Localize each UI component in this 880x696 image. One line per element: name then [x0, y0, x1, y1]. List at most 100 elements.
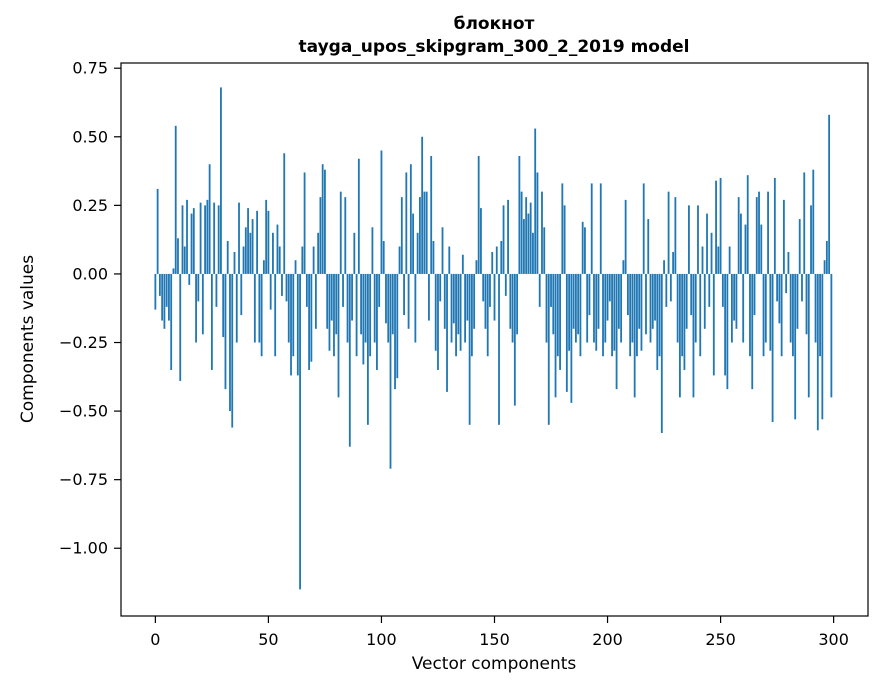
bar — [161, 273, 164, 321]
bar — [724, 273, 727, 376]
bar — [780, 273, 783, 357]
bar — [706, 213, 708, 274]
y-tick-label: −0.25 — [59, 333, 108, 352]
bar — [281, 273, 283, 296]
bar — [685, 273, 688, 329]
bar — [283, 153, 286, 274]
bar — [617, 273, 620, 329]
y-tick-label: −0.50 — [59, 402, 108, 421]
bar — [220, 87, 222, 274]
bar — [428, 273, 430, 321]
bar — [672, 252, 675, 274]
bar — [165, 273, 168, 307]
bar — [455, 273, 457, 357]
bar — [305, 273, 308, 307]
bar — [177, 238, 179, 274]
chart-title-line2: tayga_upos_skipgram_300_2_2019 model — [299, 37, 690, 57]
bar — [785, 273, 788, 294]
y-tick-label: −1.00 — [59, 539, 108, 558]
bar — [366, 273, 369, 425]
bar — [360, 273, 363, 335]
bar — [572, 273, 575, 329]
bar — [728, 246, 731, 274]
bar — [319, 197, 322, 274]
bar — [665, 273, 668, 307]
bar — [452, 273, 455, 324]
bar — [294, 260, 297, 274]
bar — [764, 273, 767, 343]
bar — [667, 191, 670, 274]
bar — [588, 273, 591, 316]
y-tick-label: 0.25 — [72, 196, 108, 215]
bar — [615, 273, 618, 390]
bar — [172, 268, 175, 274]
bar — [794, 273, 797, 420]
bar — [688, 205, 690, 274]
bar — [235, 273, 238, 343]
bar — [242, 246, 245, 274]
bar — [430, 155, 433, 274]
bar — [767, 191, 769, 274]
bar — [550, 273, 552, 307]
bar — [226, 241, 229, 274]
bar — [190, 213, 193, 274]
bar — [495, 246, 498, 274]
bar — [622, 260, 625, 274]
bar — [238, 202, 240, 274]
x-tick-label: 200 — [592, 630, 623, 649]
bar — [529, 202, 532, 274]
bar — [620, 273, 623, 343]
bar — [276, 224, 279, 274]
bar — [434, 273, 437, 351]
bar — [217, 205, 220, 274]
bar — [812, 169, 815, 274]
bar — [825, 241, 828, 274]
bar — [210, 273, 213, 370]
bar — [396, 273, 399, 379]
bar — [403, 273, 405, 316]
bar — [192, 208, 195, 274]
bar — [819, 273, 821, 357]
bar — [556, 273, 559, 357]
bar — [773, 177, 776, 274]
bar — [776, 273, 779, 302]
bar — [611, 273, 613, 357]
bar — [830, 273, 833, 398]
x-axis-label: Vector components — [412, 654, 577, 674]
bar — [518, 155, 521, 274]
bar — [782, 199, 785, 274]
bar — [346, 273, 349, 343]
bar — [561, 183, 564, 274]
bar — [694, 273, 697, 343]
bar — [468, 273, 471, 425]
bar — [333, 273, 335, 357]
bar — [256, 210, 259, 274]
x-tick-label: 50 — [258, 630, 278, 649]
bar — [629, 273, 632, 357]
bar — [344, 197, 347, 274]
bar — [464, 273, 467, 343]
bar — [608, 273, 611, 302]
bar — [547, 273, 550, 425]
bar — [466, 273, 469, 321]
y-tick-label: 0.75 — [72, 59, 108, 78]
bar — [253, 273, 256, 343]
bar — [642, 183, 645, 274]
bar — [337, 273, 340, 398]
bars-group — [154, 87, 833, 590]
bar — [814, 273, 817, 343]
bar — [715, 180, 717, 274]
bar — [606, 273, 609, 321]
bar — [484, 273, 487, 329]
bar — [224, 273, 227, 390]
bar — [525, 197, 528, 274]
bar — [613, 273, 616, 351]
bar — [398, 246, 401, 274]
bar — [511, 273, 514, 343]
x-tick-label: 100 — [366, 630, 397, 649]
bar — [701, 246, 704, 274]
bar — [199, 202, 202, 274]
bar — [534, 128, 537, 274]
bar — [204, 205, 207, 274]
bar — [660, 273, 663, 434]
